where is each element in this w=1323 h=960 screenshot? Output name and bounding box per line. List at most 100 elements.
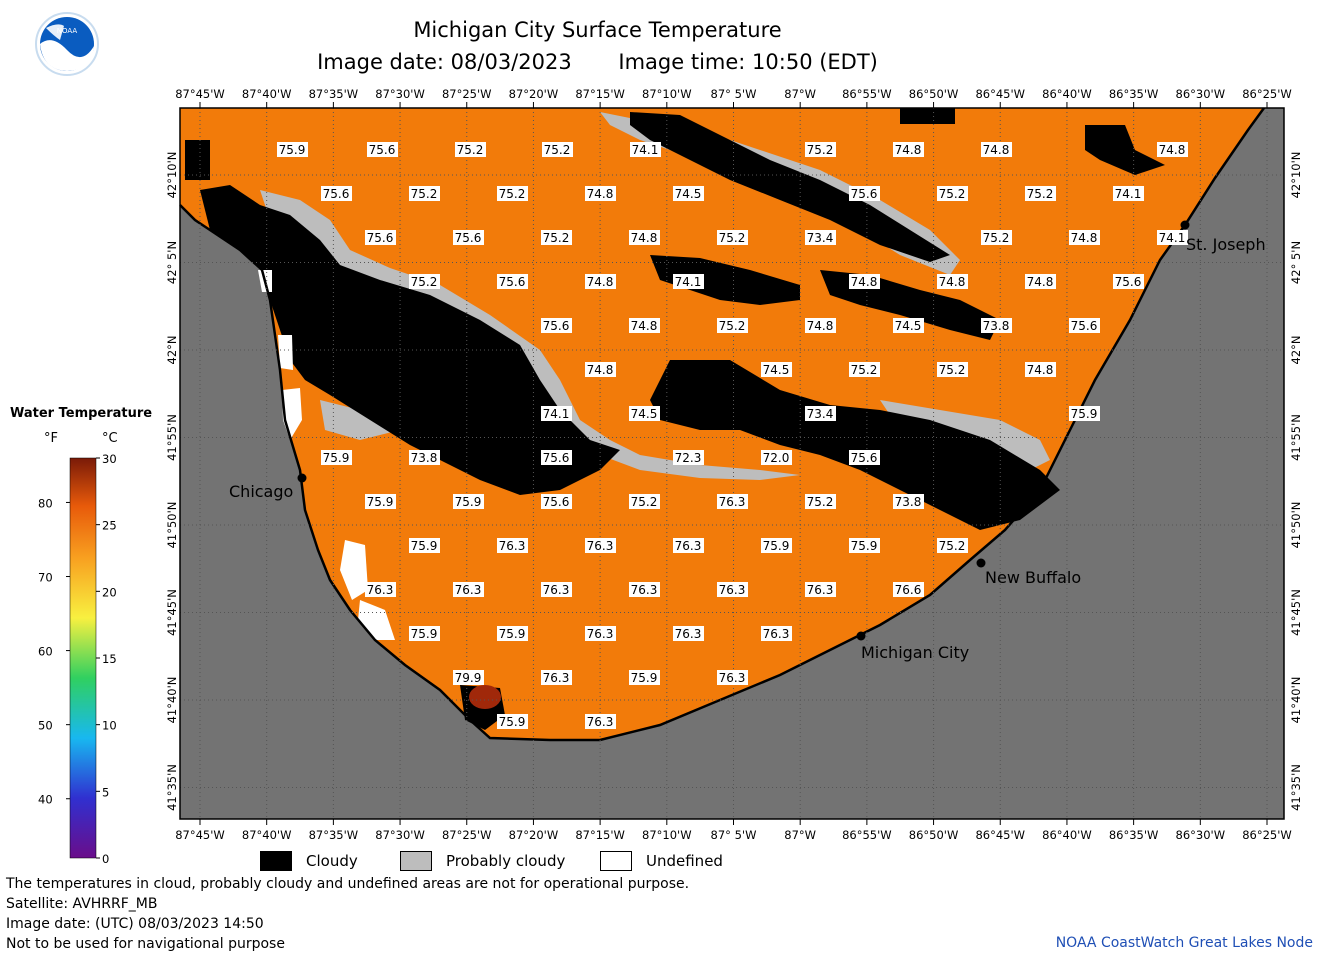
temp-label: 76.3 bbox=[761, 626, 792, 641]
temp-label: 76.6 bbox=[893, 582, 924, 597]
svg-text:75.2: 75.2 bbox=[544, 143, 571, 157]
svg-text:75.9: 75.9 bbox=[499, 627, 526, 641]
lon-label: 87°15'W bbox=[575, 828, 625, 842]
svg-text:74.8: 74.8 bbox=[631, 231, 658, 245]
temp-label: 76.3 bbox=[629, 582, 660, 597]
lon-label: 86°30'W bbox=[1176, 828, 1226, 842]
lat-label: 41°40'N bbox=[165, 677, 179, 724]
svg-text:75.2: 75.2 bbox=[939, 363, 966, 377]
fahrenheit-ticks: 80 70 60 50 40 bbox=[38, 496, 70, 807]
image-time: Image time: 10:50 (EDT) bbox=[618, 50, 878, 74]
temp-label: 73.4 bbox=[805, 230, 836, 245]
svg-text:74.8: 74.8 bbox=[983, 143, 1010, 157]
warm-spot bbox=[469, 685, 501, 709]
svg-text:76.3: 76.3 bbox=[587, 627, 614, 641]
lon-label: 87°10'W bbox=[642, 828, 692, 842]
lat-label: 41°45'N bbox=[1289, 589, 1303, 636]
swatch-cloudy bbox=[260, 851, 292, 871]
temp-label: 73.8 bbox=[409, 450, 440, 465]
temp-label: 76.3 bbox=[585, 626, 616, 641]
temp-label: 75.9 bbox=[497, 626, 528, 641]
svg-text:75.2: 75.2 bbox=[851, 363, 878, 377]
svg-text:75.2: 75.2 bbox=[939, 539, 966, 553]
svg-text:75.6: 75.6 bbox=[543, 451, 570, 465]
svg-text:76.3: 76.3 bbox=[499, 539, 526, 553]
svg-text:74.8: 74.8 bbox=[587, 363, 614, 377]
temp-label: 74.1 bbox=[541, 406, 572, 421]
svg-text:72.3: 72.3 bbox=[675, 451, 702, 465]
temp-label: 74.8 bbox=[981, 142, 1012, 157]
temp-label: 76.3 bbox=[673, 626, 704, 641]
temp-label: 75.9 bbox=[321, 450, 352, 465]
lat-label: 41°50'N bbox=[1289, 502, 1303, 549]
temp-label: 79.9 bbox=[453, 670, 484, 685]
lon-label: 87°10'W bbox=[642, 87, 692, 101]
temp-label: 75.2 bbox=[542, 142, 573, 157]
city-label: New Buffalo bbox=[985, 568, 1081, 587]
svg-text:75.2: 75.2 bbox=[543, 231, 570, 245]
svg-text:76.3: 76.3 bbox=[631, 583, 658, 597]
image-datetime: Image date: 08/03/2023 Image time: 10:50… bbox=[0, 50, 1259, 74]
svg-text:76.3: 76.3 bbox=[719, 671, 746, 685]
svg-text:73.8: 73.8 bbox=[895, 495, 922, 509]
svg-text:75.6: 75.6 bbox=[369, 143, 396, 157]
temp-label: 76.3 bbox=[585, 714, 616, 729]
celsius-ticks: 30 25 20 15 10 5 0 bbox=[96, 452, 117, 866]
temp-label: 73.8 bbox=[981, 318, 1012, 333]
svg-text:75.6: 75.6 bbox=[543, 319, 570, 333]
temp-label: 75.2 bbox=[937, 538, 968, 553]
lon-label: 86°30'W bbox=[1176, 87, 1226, 101]
key-label: Undefined bbox=[646, 852, 723, 870]
lon-label: 87°45'W bbox=[175, 87, 225, 101]
temp-label: 74.8 bbox=[585, 274, 616, 289]
svg-text:73.4: 73.4 bbox=[807, 407, 834, 421]
lat-label: 41°40'N bbox=[1289, 677, 1303, 724]
temp-label: 76.3 bbox=[585, 538, 616, 553]
temp-label: 75.9 bbox=[409, 626, 440, 641]
svg-text:75.2: 75.2 bbox=[939, 187, 966, 201]
map-frame bbox=[179, 107, 1285, 820]
celsius-tick: 30 bbox=[102, 452, 117, 466]
svg-text:74.5: 74.5 bbox=[763, 363, 790, 377]
svg-text:74.8: 74.8 bbox=[939, 275, 966, 289]
temp-label: 75.6 bbox=[849, 450, 880, 465]
temp-label: 74.8 bbox=[937, 274, 968, 289]
key-label: Probably cloudy bbox=[446, 852, 566, 870]
lon-label: 87°35'W bbox=[309, 828, 359, 842]
lon-label: 87°20'W bbox=[509, 828, 559, 842]
temp-label: 74.8 bbox=[849, 274, 880, 289]
temp-label: 74.8 bbox=[1157, 142, 1188, 157]
shoreline bbox=[179, 107, 1266, 742]
temp-label: 75.6 bbox=[541, 450, 572, 465]
svg-text:74.8: 74.8 bbox=[895, 143, 922, 157]
temp-label: 74.8 bbox=[629, 230, 660, 245]
temp-label: 75.2 bbox=[409, 274, 440, 289]
svg-text:75.2: 75.2 bbox=[411, 187, 438, 201]
temp-label: 76.3 bbox=[673, 538, 704, 553]
lon-label: 86°25'W bbox=[1242, 828, 1292, 842]
svg-text:76.3: 76.3 bbox=[763, 627, 790, 641]
temp-label: 75.2 bbox=[541, 230, 572, 245]
temp-label: 74.8 bbox=[893, 142, 924, 157]
svg-text:72.0: 72.0 bbox=[763, 451, 790, 465]
lon-label: 87°W bbox=[784, 87, 816, 101]
svg-text:74.1: 74.1 bbox=[1115, 187, 1142, 201]
temp-label: 76.3 bbox=[717, 494, 748, 509]
lon-label: 87°45'W bbox=[175, 828, 225, 842]
temp-label: 75.2 bbox=[849, 362, 880, 377]
temp-label: 74.8 bbox=[1025, 362, 1056, 377]
temp-label: 75.2 bbox=[805, 494, 836, 509]
nav-warning: Not to be used for navigational purpose bbox=[6, 936, 285, 952]
city-st-joseph: St. Joseph bbox=[1180, 220, 1266, 254]
temp-label: 75.9 bbox=[497, 714, 528, 729]
logo-text: NOAA bbox=[57, 27, 78, 35]
svg-text:74.8: 74.8 bbox=[587, 187, 614, 201]
svg-text:75.6: 75.6 bbox=[455, 231, 482, 245]
temp-label: 75.2 bbox=[717, 318, 748, 333]
legend-title: Water Temperature bbox=[10, 406, 153, 421]
svg-text:74.5: 74.5 bbox=[675, 187, 702, 201]
credit: NOAA CoastWatch Great Lakes Node bbox=[1055, 935, 1313, 951]
svg-text:75.9: 75.9 bbox=[763, 539, 790, 553]
svg-text:75.6: 75.6 bbox=[851, 187, 878, 201]
svg-text:76.3: 76.3 bbox=[543, 583, 570, 597]
